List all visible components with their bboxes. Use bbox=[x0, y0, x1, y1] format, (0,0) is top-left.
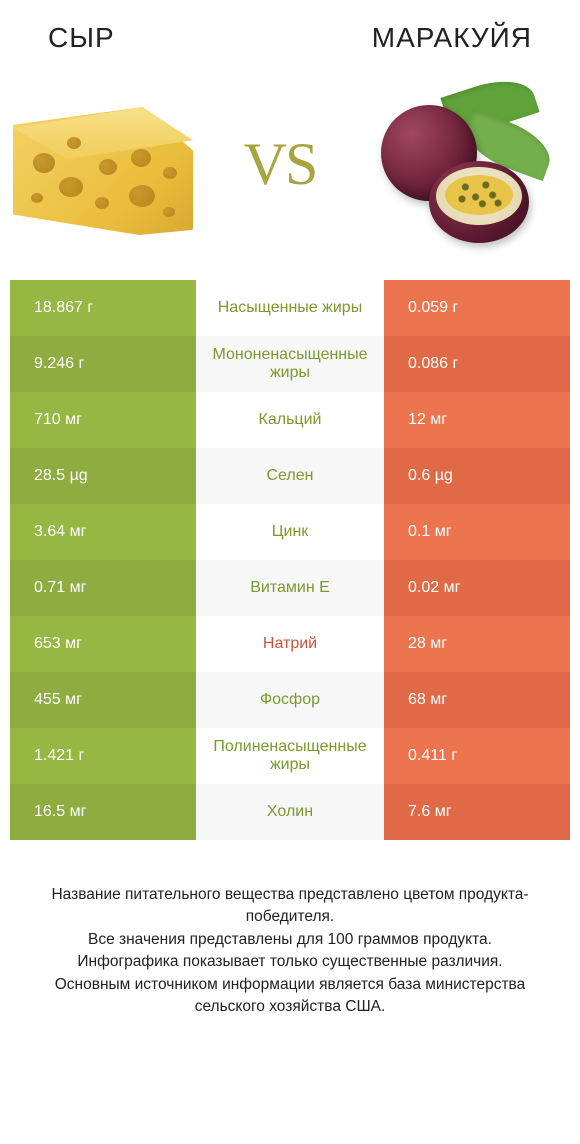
nutrient-label: Кальций bbox=[196, 392, 384, 448]
vs-label: VS bbox=[244, 130, 317, 199]
nutrient-label: Холин bbox=[196, 784, 384, 840]
table-row: 455 мгФосфор68 мг bbox=[10, 672, 570, 728]
nutrient-label: Насыщенные жиры bbox=[196, 280, 384, 336]
footer-notes: Название питательного вещества представл… bbox=[20, 884, 560, 1019]
table-row: 653 мгНатрий28 мг bbox=[10, 616, 570, 672]
right-value: 28 мг bbox=[384, 616, 570, 672]
right-value: 12 мг bbox=[384, 392, 570, 448]
left-value: 3.64 мг bbox=[10, 504, 196, 560]
left-value: 28.5 µg bbox=[10, 448, 196, 504]
left-value: 16.5 мг bbox=[10, 784, 196, 840]
table-row: 28.5 µgСелен0.6 µg bbox=[10, 448, 570, 504]
nutrient-label: Натрий bbox=[196, 616, 384, 672]
right-product-title: MАРАКУЙЯ bbox=[372, 22, 532, 54]
left-value: 710 мг bbox=[10, 392, 196, 448]
right-value: 0.1 мг bbox=[384, 504, 570, 560]
nutrient-label: Витамин E bbox=[196, 560, 384, 616]
comparison-table: 18.867 гНасыщенные жиры0.059 г9.246 гМон… bbox=[10, 280, 570, 840]
footer-line: Основным источником информации является … bbox=[20, 974, 560, 1019]
table-row: 18.867 гНасыщенные жиры0.059 г bbox=[10, 280, 570, 336]
nutrient-label: Селен bbox=[196, 448, 384, 504]
right-value: 68 мг bbox=[384, 672, 570, 728]
right-value: 0.411 г bbox=[384, 728, 570, 784]
left-value: 455 мг bbox=[10, 672, 196, 728]
header: СЫР MАРАКУЙЯ bbox=[0, 0, 580, 64]
table-row: 16.5 мгХолин7.6 мг bbox=[10, 784, 570, 840]
left-value: 0.71 мг bbox=[10, 560, 196, 616]
footer-line: Все значения представлены для 100 граммо… bbox=[20, 929, 560, 951]
left-value: 9.246 г bbox=[10, 336, 196, 392]
left-value: 653 мг bbox=[10, 616, 196, 672]
table-row: 710 мгКальций12 мг bbox=[10, 392, 570, 448]
table-row: 0.71 мгВитамин E0.02 мг bbox=[10, 560, 570, 616]
table-row: 1.421 гПолиненасыщенные жиры0.411 г bbox=[10, 728, 570, 784]
table-row: 3.64 мгЦинк0.1 мг bbox=[10, 504, 570, 560]
nutrient-label: Полиненасыщенные жиры bbox=[196, 728, 384, 784]
left-product-title: СЫР bbox=[48, 22, 115, 54]
left-value: 1.421 г bbox=[10, 728, 196, 784]
right-value: 0.059 г bbox=[384, 280, 570, 336]
right-value: 0.6 µg bbox=[384, 448, 570, 504]
passion-fruit-icon bbox=[357, 79, 547, 249]
left-product-image bbox=[8, 74, 208, 254]
right-value: 0.086 г bbox=[384, 336, 570, 392]
nutrient-label: Цинк bbox=[196, 504, 384, 560]
footer-line: Название питательного вещества представл… bbox=[20, 884, 560, 929]
images-row: VS bbox=[0, 64, 580, 280]
right-product-image bbox=[352, 74, 552, 254]
footer-line: Инфографика показывает только существенн… bbox=[20, 951, 560, 973]
right-value: 0.02 мг bbox=[384, 560, 570, 616]
table-row: 9.246 гМононенасыщенные жиры0.086 г bbox=[10, 336, 570, 392]
cheese-icon bbox=[13, 89, 203, 239]
right-value: 7.6 мг bbox=[384, 784, 570, 840]
nutrient-label: Мононенасыщенные жиры bbox=[196, 336, 384, 392]
nutrient-label: Фосфор bbox=[196, 672, 384, 728]
left-value: 18.867 г bbox=[10, 280, 196, 336]
